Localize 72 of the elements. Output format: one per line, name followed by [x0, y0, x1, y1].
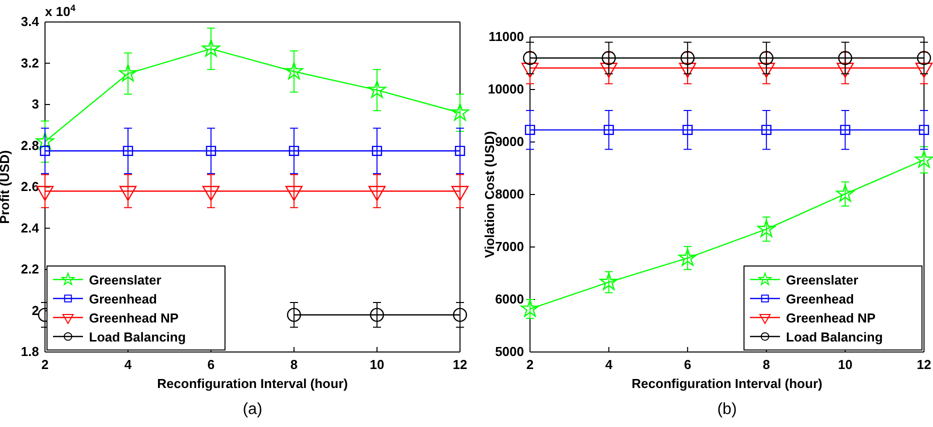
text: (a) [242, 401, 262, 418]
point [202, 39, 220, 57]
y-tick-label: 2.4 [20, 220, 40, 236]
point [600, 272, 618, 290]
text: (b) [717, 401, 737, 418]
point [206, 146, 216, 156]
y-tick-label: 3.2 [20, 55, 39, 70]
point [680, 50, 695, 66]
x-tick-label: 12 [916, 357, 932, 372]
y-tick-label: 8000 [495, 186, 524, 202]
point [118, 64, 138, 82]
legend-label: Load Balancing [89, 330, 186, 344]
y-tick-label: 2.6 [20, 179, 39, 194]
point [522, 50, 538, 66]
x-tick-label: 10 [838, 357, 852, 372]
legend-label: Load Balancing [786, 330, 883, 344]
legend-label: Greenhead NP [786, 310, 876, 326]
point [757, 220, 776, 237]
point [914, 150, 933, 168]
x-tick-label: 6 [207, 357, 215, 372]
y-tick-label: 9000 [495, 134, 524, 150]
point [40, 146, 50, 156]
x-tick-label: 4 [124, 357, 132, 372]
point [452, 308, 468, 322]
y-tick-label: 6000 [495, 292, 524, 307]
text: x 10$^{4}$ [45, 3, 76, 19]
point [370, 308, 384, 322]
y-tick-label: 5000 [495, 344, 524, 360]
point [372, 146, 382, 156]
x-tick-label: 2 [526, 357, 534, 372]
y-tick-label: 3.4 [20, 14, 40, 30]
point [524, 124, 536, 135]
point [604, 124, 614, 135]
point [678, 248, 697, 266]
point [918, 124, 930, 135]
y-tick-label: 2 [32, 302, 39, 318]
y-axis-title: Violation Cost (USD) [482, 131, 497, 258]
legend-label: Greenslater [786, 272, 858, 288]
legend-label: Greenhead [786, 292, 854, 306]
point [759, 50, 774, 66]
x-tick-label: 10 [370, 357, 384, 372]
point [682, 124, 693, 135]
y-tick-label: 7000 [495, 239, 524, 254]
x-tick-label: 8 [762, 357, 770, 372]
point [838, 50, 852, 66]
y-tick-label: 1.8 [20, 344, 39, 360]
x-tick-label: 6 [684, 357, 692, 372]
point [840, 124, 850, 135]
x-axis-title: Reconfiguration Interval (hour) [632, 376, 822, 391]
legend-label: Greenhead NP [89, 310, 179, 326]
point [836, 184, 854, 202]
y-tick-label: 2.8 [20, 138, 39, 153]
legend-label: Greenslater [89, 272, 162, 288]
point [761, 124, 772, 135]
y-tick-label: 11000 [488, 29, 524, 44]
legend-label: Greenhead [89, 292, 157, 306]
y-tick-label: 2.2 [20, 262, 39, 277]
x-axis-title: Reconfiguration Interval (hour) [157, 376, 348, 391]
point [122, 146, 134, 156]
point [286, 308, 302, 322]
point [284, 62, 304, 80]
point [602, 50, 616, 66]
point [288, 146, 300, 156]
y-tick-label: 10000 [488, 82, 524, 97]
x-tick-label: 12 [452, 357, 468, 372]
point [450, 103, 470, 121]
y-tick-label: 3 [32, 96, 39, 112]
x-tick-label: 4 [605, 357, 614, 372]
x-tick-label: 8 [290, 357, 298, 372]
point [368, 80, 386, 98]
point [916, 50, 932, 66]
point [454, 146, 466, 156]
